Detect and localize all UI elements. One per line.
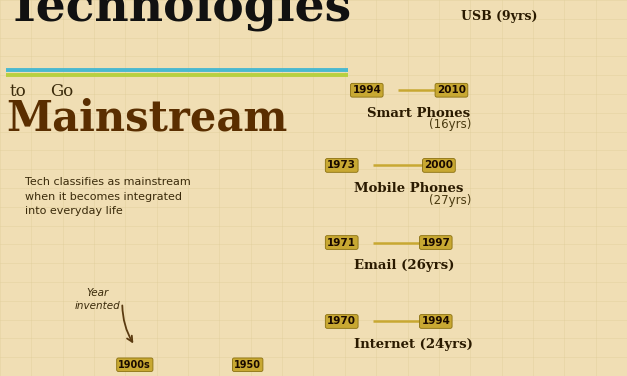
Text: Mobile Phones: Mobile Phones bbox=[354, 182, 463, 196]
Text: to: to bbox=[9, 83, 26, 100]
Text: Mainstream: Mainstream bbox=[6, 98, 288, 140]
Text: Internet (24yrs): Internet (24yrs) bbox=[354, 338, 473, 352]
Text: 1971: 1971 bbox=[327, 238, 356, 247]
Text: 1997: 1997 bbox=[421, 238, 450, 247]
Text: (27yrs): (27yrs) bbox=[429, 194, 472, 207]
Text: Year
invented: Year invented bbox=[75, 288, 120, 311]
Text: 2010: 2010 bbox=[437, 85, 466, 95]
Text: 2000: 2000 bbox=[424, 161, 453, 170]
Text: 1950: 1950 bbox=[234, 360, 261, 370]
Text: Technologies: Technologies bbox=[6, 0, 352, 32]
Text: USB (9yrs): USB (9yrs) bbox=[461, 11, 537, 23]
Text: Smart Phones: Smart Phones bbox=[367, 107, 470, 120]
Text: 1970: 1970 bbox=[327, 317, 356, 326]
Text: Tech classifies as mainstream
when it becomes integrated
into everyday life: Tech classifies as mainstream when it be… bbox=[25, 177, 191, 216]
Text: Go: Go bbox=[50, 83, 73, 100]
Text: 1994: 1994 bbox=[352, 85, 381, 95]
Text: 1973: 1973 bbox=[327, 161, 356, 170]
Text: 1994: 1994 bbox=[421, 317, 450, 326]
Text: (16yrs): (16yrs) bbox=[429, 118, 472, 132]
Text: 1900s: 1900s bbox=[119, 360, 151, 370]
Text: Email (26yrs): Email (26yrs) bbox=[354, 259, 455, 273]
